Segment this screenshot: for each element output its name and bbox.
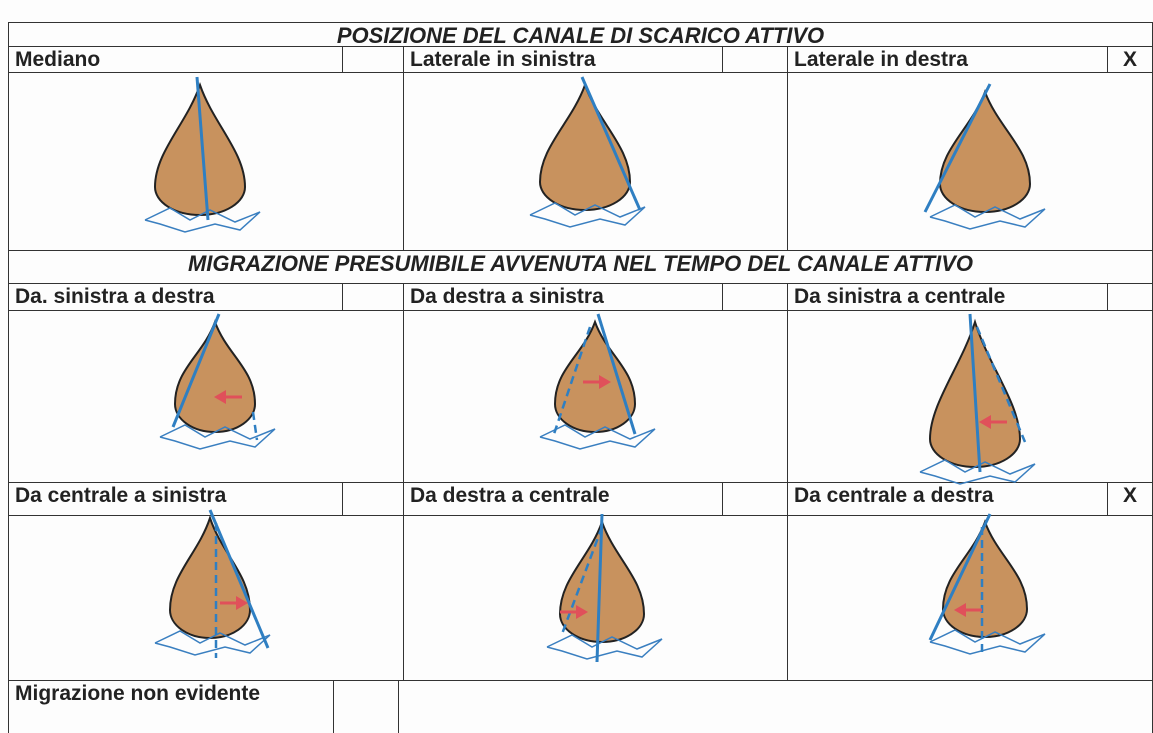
cone: [553, 319, 637, 433]
rocks: [159, 424, 276, 450]
channel: [195, 76, 210, 221]
channel: [968, 313, 982, 473]
rocks: [919, 459, 1036, 485]
rocks: [539, 424, 656, 450]
cone: [173, 319, 257, 433]
old-channel: [975, 326, 1027, 443]
rocks: [546, 634, 663, 660]
rocks: [529, 202, 646, 228]
cone-drawing: [159, 313, 276, 450]
arrow-head: [599, 375, 611, 389]
arrow-head: [954, 603, 966, 617]
channel: [923, 83, 992, 213]
arrow-head: [979, 415, 991, 429]
cone-drawing: [546, 513, 663, 663]
old-channel: [251, 411, 259, 441]
cone-drawing: [923, 83, 1046, 230]
cone: [538, 82, 632, 211]
rocks: [929, 629, 1046, 655]
cone-drawing: [529, 76, 646, 228]
old-channel: [551, 326, 592, 438]
cone-drawing: [919, 313, 1036, 485]
channel: [171, 313, 221, 428]
arrow-head: [214, 390, 226, 404]
rocks: [154, 630, 271, 656]
cone-drawing: [144, 76, 261, 233]
arrow-head: [576, 605, 588, 619]
cone: [941, 519, 1029, 638]
channel: [595, 513, 604, 663]
cone-drawing: [154, 509, 271, 658]
rocks: [144, 207, 261, 233]
old-channel: [560, 526, 604, 635]
rocks: [929, 204, 1046, 230]
section-title: MIGRAZIONE PRESUMIBILE AVVENUTA NEL TEMP…: [8, 250, 1153, 284]
channel: [928, 513, 992, 641]
channel: [596, 313, 637, 435]
channel: [208, 509, 270, 649]
cone-drawing: [928, 513, 1046, 657]
channel: [580, 76, 642, 211]
cone: [938, 89, 1032, 213]
cone-drawing: [539, 313, 656, 450]
arrow-head: [236, 596, 248, 610]
